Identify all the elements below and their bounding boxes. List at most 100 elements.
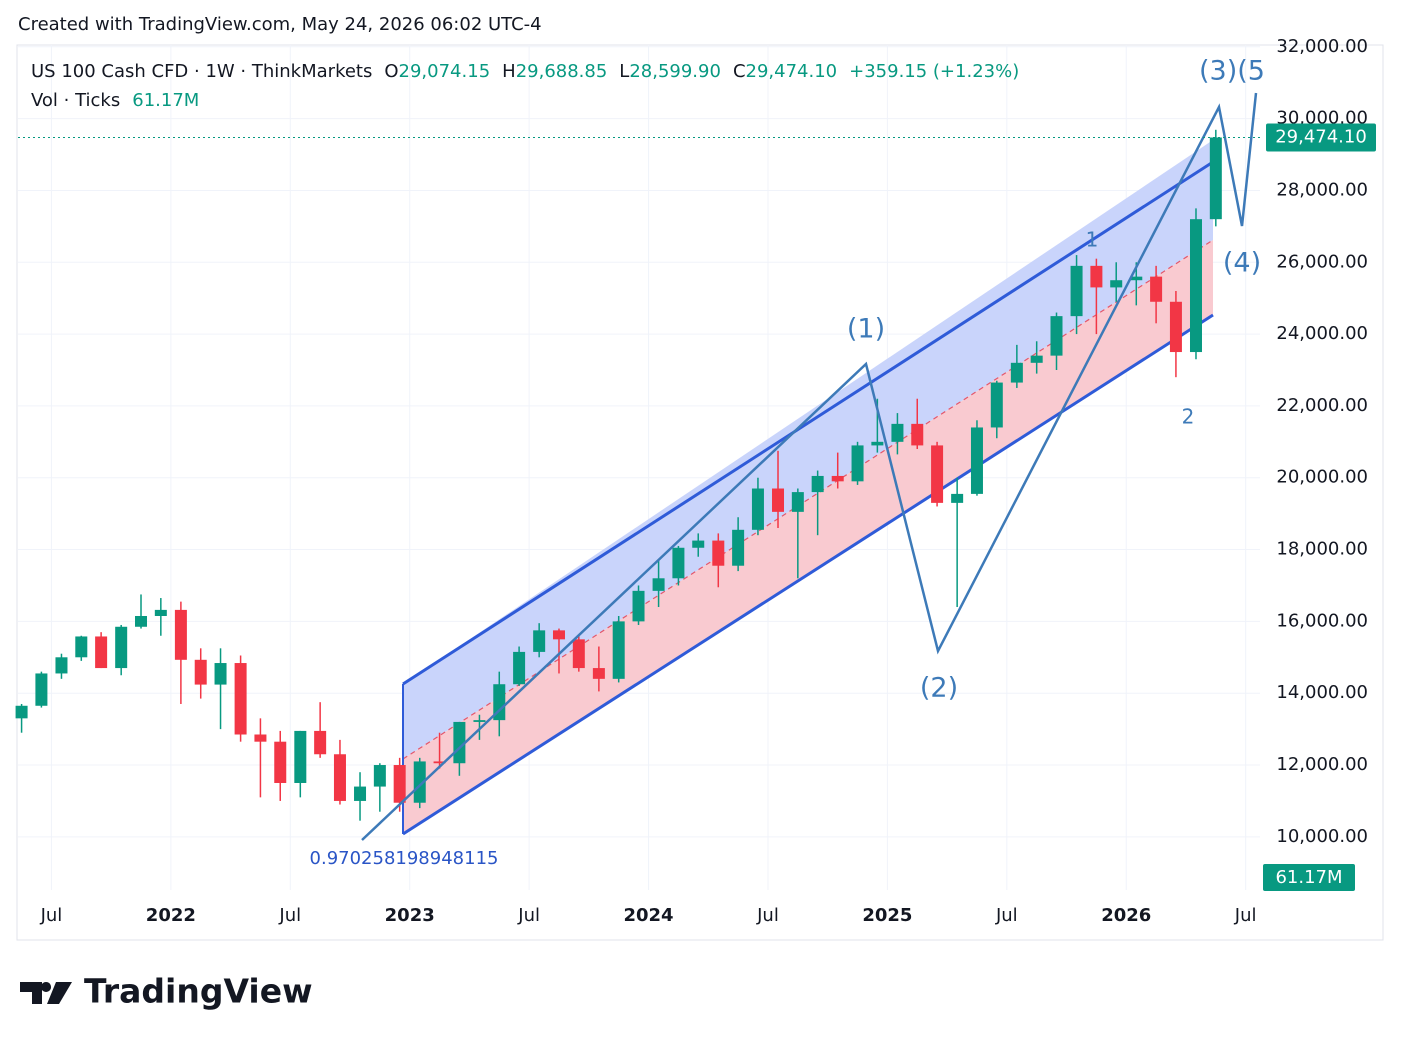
last-price-badge [1266, 123, 1376, 152]
candle-body [1030, 355, 1043, 363]
candle-body [791, 492, 804, 512]
wave-label: (3)(5 [1199, 56, 1265, 87]
ohlc-key: L [619, 61, 629, 82]
candle-body [951, 493, 964, 503]
wave-label: 2 [1182, 405, 1195, 429]
x-tick-label: 2024 [623, 905, 673, 926]
candle-body [851, 445, 864, 482]
candle-body [811, 475, 824, 493]
elliott-wave [361, 92, 1258, 841]
wave-label: 1 [1086, 228, 1099, 252]
y-tick-label: 18,000.00 [1276, 539, 1368, 560]
y-tick-label: 32,000.00 [1276, 36, 1368, 57]
candle-body [135, 615, 148, 627]
y-tick-label: 26,000.00 [1276, 251, 1368, 272]
candle-body [174, 609, 187, 660]
x-tick-label: Jul [756, 905, 779, 926]
y-tick-label: 12,000.00 [1276, 754, 1368, 775]
candle-body [1110, 280, 1123, 288]
candle-body [612, 621, 625, 679]
x-tick-label: Jul [995, 905, 1018, 926]
candle-body [413, 761, 426, 803]
candle-body [234, 663, 247, 735]
candle-body [493, 684, 506, 721]
candle-body [891, 423, 904, 442]
candle-body [772, 488, 785, 512]
candle-body [294, 730, 307, 783]
channel-upper-fill [403, 140, 1213, 759]
candle-body [1070, 265, 1083, 317]
y-tick-label: 16,000.00 [1276, 610, 1368, 631]
y-tick-label: 28,000.00 [1276, 179, 1368, 200]
channel-upper-line [402, 160, 1214, 686]
candle-body [632, 590, 645, 622]
x-tick-label: 2026 [1101, 905, 1151, 926]
candle-body [1189, 219, 1202, 353]
volume-badge [1263, 864, 1355, 891]
symbol: US 100 Cash CFD · 1W · ThinkMarkets [31, 61, 372, 82]
brand: TradingView [84, 972, 313, 1011]
candle-body [990, 382, 1003, 428]
channel-mid-line [402, 239, 1214, 760]
candle-body [572, 639, 585, 669]
candles [15, 129, 1222, 821]
x-tick-label: Jul [40, 905, 63, 926]
x-tick-label: 2025 [862, 905, 912, 926]
y-tick-label: 22,000.00 [1276, 395, 1368, 416]
change: +359.15 (+1.23%) [849, 61, 1019, 82]
channel [402, 140, 1214, 836]
candle-body [1010, 362, 1023, 383]
candle-body [533, 630, 546, 652]
candle-body [1209, 137, 1222, 220]
candle-body [15, 705, 28, 719]
ohlc-key: O [384, 61, 398, 82]
candle-body [35, 673, 48, 706]
wave-label: (1) [847, 314, 885, 345]
wave-labels: (1) (2) (3)(5 (4) 1 2 [847, 56, 1265, 704]
candle-body [115, 626, 128, 669]
candle-body [274, 741, 287, 783]
y-tick-label: 14,000.00 [1276, 682, 1368, 703]
candle-body [732, 529, 745, 566]
ohlc-value: 29,688.85 [516, 61, 608, 82]
candle-body [1169, 301, 1182, 353]
volume-value: 61.17M [132, 90, 199, 111]
candle-body [592, 668, 605, 679]
candle-body [354, 786, 367, 801]
x-tick-label: Jul [278, 905, 301, 926]
x-tick-label: 2022 [146, 905, 196, 926]
last-price-label: 29,474.10 [1275, 127, 1367, 148]
candle-body [652, 578, 665, 591]
y-tick-label: 30,000.00 [1276, 108, 1368, 129]
candle-body [393, 765, 406, 803]
candle-body [373, 765, 386, 787]
wave-label: (4) [1223, 248, 1261, 279]
candle-body [95, 636, 108, 669]
ohlc-value: 29,474.10 [746, 61, 838, 82]
y-tick-label: 24,000.00 [1276, 323, 1368, 344]
logo-mark [20, 982, 72, 1004]
candle-body [1130, 276, 1143, 281]
candle-body [473, 720, 486, 722]
volume-badge-text: 61.17M [1275, 867, 1342, 888]
candle-body [552, 630, 565, 640]
x-tick-label: Jul [517, 905, 540, 926]
candle-body [453, 721, 466, 764]
candle-body [513, 651, 526, 685]
ohlc-value: 29,074.15 [399, 61, 491, 82]
x-tick-label: Jul [1234, 905, 1257, 926]
x-tick-label: 2023 [385, 905, 435, 926]
candle-body [911, 423, 924, 446]
volume-legend: Vol · Ticks 61.17M [31, 90, 199, 111]
axes: 10,000.00 12,000.00 14,000.00 16,000.00 18,0… [18, 36, 1376, 926]
volume-name: Vol · Ticks [31, 90, 120, 111]
candle-body [333, 754, 346, 801]
ohlc-key: C [733, 61, 746, 82]
candle-body [433, 761, 446, 764]
candle-body [214, 663, 227, 685]
candle-body [154, 609, 167, 616]
candle-body [970, 427, 983, 494]
candle-body [931, 445, 944, 503]
channel-ratio: 0.970258198948115 [310, 848, 499, 869]
